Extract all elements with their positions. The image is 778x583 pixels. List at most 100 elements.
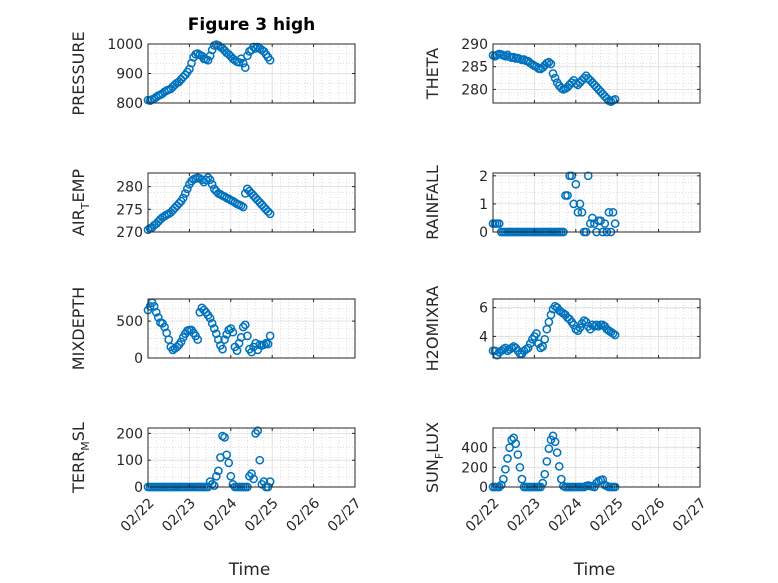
data-point (199, 305, 209, 315)
plot-area (148, 428, 355, 487)
axes-box (492, 298, 701, 359)
data-point (542, 457, 552, 466)
data-point (511, 439, 521, 449)
data-point (154, 313, 163, 322)
data-point (205, 175, 215, 185)
data-point (240, 320, 250, 330)
data-point (585, 219, 595, 228)
y-tick-label: 100 (116, 453, 143, 469)
y-tick-label: 275 (116, 202, 143, 218)
y-tick-label: 285 (461, 60, 488, 76)
figure-title: Figure 3 high (188, 15, 316, 35)
data-point (608, 207, 618, 217)
data-point (259, 340, 269, 350)
data-point (554, 462, 564, 471)
data-point (209, 324, 219, 333)
data-point (203, 55, 213, 65)
y-axis-label: RAINFALL (423, 165, 442, 240)
data-point (577, 207, 587, 217)
data-point (575, 323, 585, 333)
y-tick-label: 1000 (107, 37, 143, 53)
plot-area (493, 173, 700, 232)
data-point (224, 458, 234, 468)
data-point (523, 343, 533, 353)
data-point (515, 462, 525, 472)
y-tick-label: 800 (116, 96, 143, 112)
x-axis-label-left: Time (228, 560, 271, 580)
axes-box (147, 298, 356, 359)
data-point (544, 57, 554, 67)
data-point (540, 469, 550, 479)
data-point (174, 199, 184, 208)
data-point (552, 448, 562, 457)
data-point (265, 209, 275, 219)
data-point (550, 73, 560, 83)
y-axis-label: TERRMSL (69, 422, 92, 494)
plot-area (493, 44, 700, 103)
data-point (180, 189, 190, 198)
data-point (503, 454, 512, 463)
data-point (536, 343, 545, 353)
data-point (575, 199, 585, 209)
data-point (207, 179, 217, 189)
data-point (222, 450, 232, 460)
subplot-terr_msl: 02/22 02/23 02/24 02/25 02/26 02/27 0 100 200 TER… (69, 422, 365, 535)
data-point (540, 334, 550, 344)
data-point (151, 307, 161, 317)
subplot-sun_flux: 02/22 02/23 02/24 02/25 02/26 02/27 0 200 400 SUN… (423, 422, 710, 535)
subplot-air_temp: 270 275 280 AIRTEMP (69, 169, 356, 241)
data-point (209, 481, 219, 491)
data-point (544, 444, 554, 453)
data-point (546, 59, 556, 69)
y-axis-label: PRESSURE (69, 31, 88, 115)
data-point (228, 327, 238, 337)
data-point (263, 207, 273, 216)
axes-box (492, 427, 701, 488)
data-point (176, 337, 186, 347)
data-point (517, 474, 527, 484)
data-point (501, 464, 510, 474)
y-axis-label: THETA (423, 48, 442, 100)
data-point (240, 63, 250, 72)
data-point (265, 331, 275, 341)
y-tick-label: 500 (116, 314, 143, 330)
data-point (610, 330, 620, 340)
data-point (494, 219, 504, 228)
data-point (594, 321, 603, 331)
axes-box (492, 43, 701, 104)
y-tick-label: 0 (479, 225, 488, 241)
data-point (579, 316, 589, 325)
subplot-rainfall: 0 1 2 RAINFALL (423, 165, 701, 241)
data-point (182, 184, 192, 194)
data-point (178, 72, 188, 82)
data-point (604, 207, 614, 217)
plot-area (493, 428, 700, 487)
y-tick-label: 0 (134, 351, 143, 367)
y-axis-label: MIXDEPTH (69, 287, 88, 370)
y-tick-label: 200 (461, 460, 488, 476)
x-tick-label: 02/26 (283, 495, 323, 535)
data-point (238, 202, 248, 212)
axes-box (147, 427, 356, 488)
y-tick-label: 280 (461, 82, 488, 98)
x-tick-label: 02/25 (587, 495, 627, 535)
data-point (513, 450, 523, 459)
data-point (525, 339, 535, 348)
data-point (608, 329, 618, 338)
data-point (499, 345, 508, 354)
x-axis-label-right: Time (573, 560, 616, 580)
data-point (172, 342, 182, 352)
x-tick-label: 02/23 (159, 495, 199, 535)
y-tick-label: 290 (461, 37, 488, 53)
y-tick-label: 6 (479, 301, 488, 317)
data-point (207, 318, 217, 328)
data-point (505, 443, 514, 453)
x-tick-label: 02/24 (546, 495, 586, 535)
data-point (490, 346, 500, 356)
data-point (600, 219, 610, 228)
y-tick-label: 280 (116, 180, 143, 196)
data-point (499, 474, 508, 484)
data-point (532, 329, 541, 338)
data-point (178, 193, 188, 203)
